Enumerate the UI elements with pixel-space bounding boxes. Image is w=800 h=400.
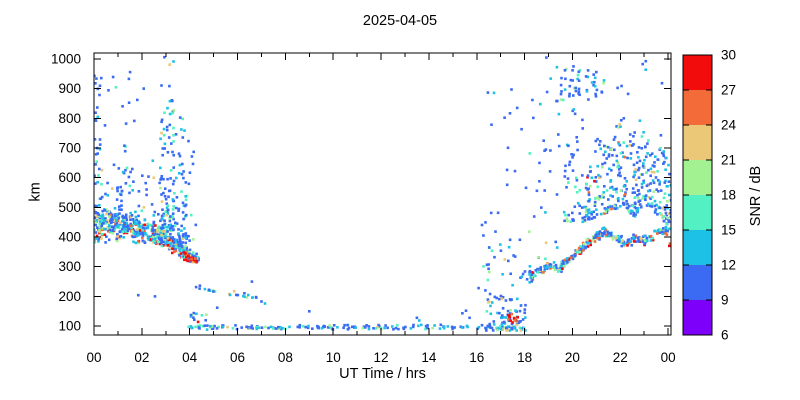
x-axis-label: UT Time / hrs [339,366,426,382]
svg-text:400: 400 [58,230,81,245]
svg-text:18: 18 [517,350,532,365]
svg-text:500: 500 [58,200,81,215]
plot-title: 2025-04-05 [362,13,438,29]
scatter-points [94,55,671,332]
colorbar-tick-label: 30 [721,48,736,63]
x-axis-ticks: 00 02 04 06 08 10 12 14 16 18 20 22 00 [86,53,676,365]
colorbar-tick-label: 24 [721,118,737,133]
colorbar-tick-label: 27 [721,83,736,98]
svg-text:12: 12 [374,350,389,365]
svg-text:10: 10 [326,350,341,365]
svg-text:900: 900 [58,81,81,96]
colorbar-tick-label: 6 [721,328,729,343]
svg-text:22: 22 [613,350,628,365]
svg-text:04: 04 [182,350,198,365]
svg-text:02: 02 [134,350,149,365]
svg-text:100: 100 [58,319,81,334]
svg-text:00: 00 [86,350,101,365]
svg-text:800: 800 [58,111,81,126]
svg-text:20: 20 [565,350,580,365]
svg-text:06: 06 [230,350,245,365]
colorbar: 6 9 12 15 18 21 24 27 30 [682,48,737,343]
plot-frame [93,52,672,336]
svg-text:08: 08 [278,350,293,365]
colorbar-tick-label: 18 [721,188,736,203]
svg-text:600: 600 [58,170,81,185]
y-axis-ticks: 100 200 300 400 500 600 700 800 900 1000 [51,51,671,334]
svg-text:14: 14 [421,350,437,365]
svg-text:16: 16 [469,350,484,365]
svg-text:700: 700 [58,140,81,155]
svg-text:200: 200 [58,289,81,304]
colorbar-tick-label: 9 [721,293,729,308]
svg-text:1000: 1000 [51,51,81,66]
svg-text:300: 300 [58,259,81,274]
colorbar-tick-label: 15 [721,223,736,238]
svg-text:00: 00 [661,350,676,365]
colorbar-tick-label: 21 [721,153,736,168]
colorbar-tick-label: 12 [721,258,736,273]
